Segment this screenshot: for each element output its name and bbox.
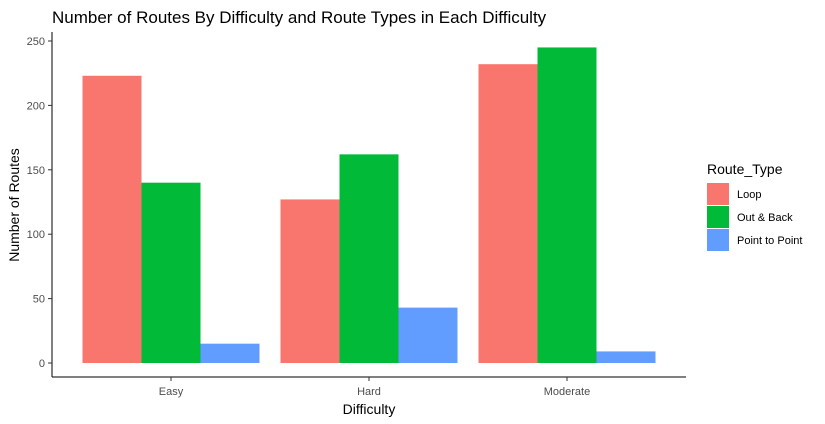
legend-swatch [707,183,729,205]
chart-title: Number of Routes By Difficulty and Route… [52,8,547,27]
bar-easy-out-back [141,182,201,363]
bar-easy-loop [82,75,142,363]
plot-area [82,47,656,364]
y-tick-label: 250 [27,36,45,48]
y-tick-label: 150 [27,165,45,177]
bar-easy-point-to-point [200,343,260,363]
bar-moderate-loop [478,64,538,364]
y-tick-label: 100 [27,229,45,241]
bar-hard-loop [280,199,340,363]
x-tick-label: Moderate [544,386,590,398]
y-axis-title: Number of Routes [6,148,22,262]
legend-label: Loop [737,189,761,201]
y-tick-label: 0 [39,358,45,370]
y-tick-label: 200 [27,100,45,112]
bar-hard-out-back [339,154,399,363]
bar-moderate-point-to-point [596,351,656,363]
legend-label: Point to Point [737,235,802,247]
legend-title: Route_Type [707,161,783,177]
x-tick-label: Easy [159,386,184,398]
bar-hard-point-to-point [398,307,458,363]
legend-swatch [707,229,729,251]
x-axis-title: Difficulty [343,401,396,417]
legend-swatch [707,206,729,228]
y-tick-label: 50 [33,294,45,306]
x-tick-label: Hard [357,386,381,398]
legend: Route_Type Loop Out & Back Point to Point [707,161,802,251]
bar-moderate-out-back [537,47,597,363]
legend-label: Out & Back [737,212,793,224]
